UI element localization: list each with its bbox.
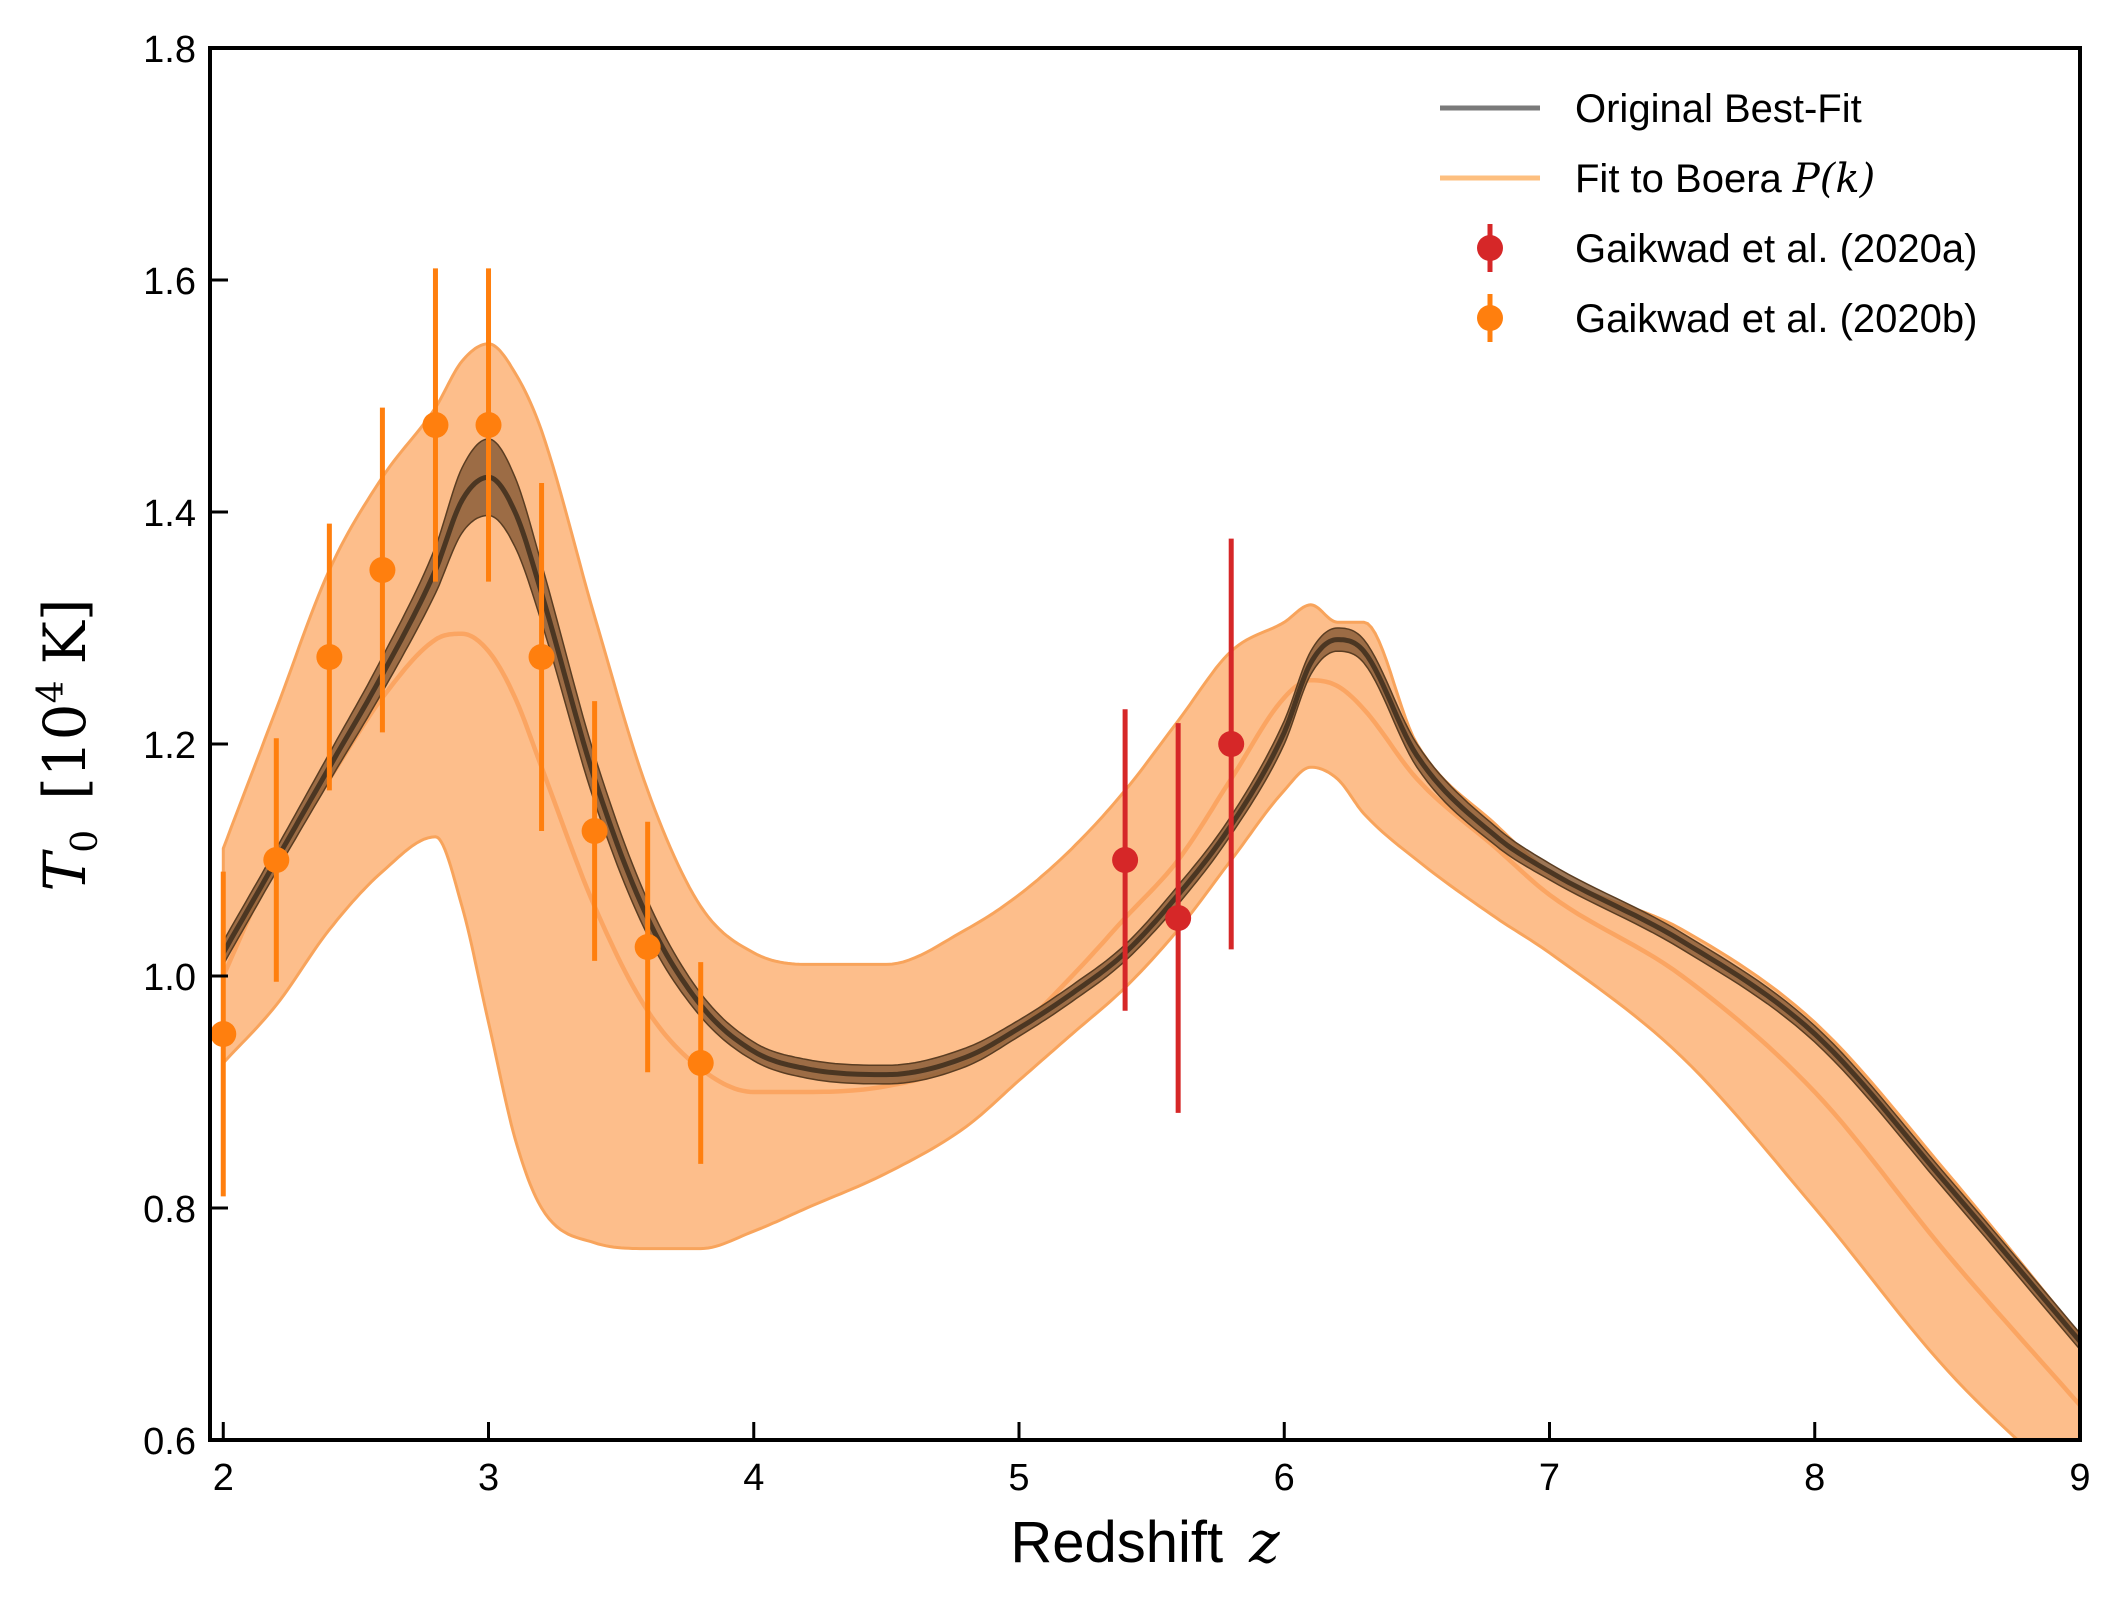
data-point xyxy=(1218,731,1245,757)
data-point xyxy=(422,412,449,438)
legend-label: Fit to Boera P(k) xyxy=(1575,156,1875,202)
legend-label-math: P(k) xyxy=(1792,156,1875,202)
y-axis-unit-k: K xyxy=(31,620,99,665)
x-tick-label: 3 xyxy=(478,1457,499,1499)
x-tick-label: 7 xyxy=(1539,1457,1560,1499)
y-axis-subscript: 0 xyxy=(65,830,106,853)
y-tick-label: 1.2 xyxy=(143,725,196,767)
data-point xyxy=(528,644,555,670)
y-axis-label: T0[104K] xyxy=(31,599,106,892)
y-tick-label: 1.8 xyxy=(143,29,196,71)
legend-marker-swatch xyxy=(1477,305,1503,331)
data-point xyxy=(263,847,290,873)
plot-area xyxy=(210,268,2080,1440)
data-point xyxy=(687,1050,714,1076)
x-tick-label: 8 xyxy=(1804,1457,1825,1499)
axes: 2 3 4 5 6 7 8 9 0.6 0.8 1.0 1.2 1.4 1.6 1.8 xyxy=(143,29,2090,1499)
legend-label: Gaikwad et al. (2020a) xyxy=(1575,227,1977,271)
x-tick-label: 5 xyxy=(1008,1457,1029,1499)
y-tick-label: 0.8 xyxy=(143,1189,196,1231)
data-point xyxy=(369,557,396,583)
x-tick-label: 2 xyxy=(213,1457,234,1499)
legend-label-text: Fit to Boera xyxy=(1575,157,1793,201)
data-point xyxy=(1165,905,1192,931)
data-point xyxy=(210,1021,237,1047)
legend-label: Original Best-Fit xyxy=(1575,87,1862,131)
data-point xyxy=(1112,847,1139,873)
data-point xyxy=(475,412,502,438)
original-best-fit-band xyxy=(222,438,2080,1351)
legend-label-text: Original Best-Fit xyxy=(1575,87,1862,131)
x-axis-symbol: z xyxy=(1248,1508,1280,1576)
x-tick-label: 9 xyxy=(2069,1457,2090,1499)
y-tick-label: 1.4 xyxy=(143,493,196,535)
y-tick-label: 0.6 xyxy=(143,1421,196,1463)
y-axis-unit-base: 10 xyxy=(31,703,99,777)
x-axis-label: Redshift z xyxy=(1010,1508,1280,1576)
legend-label-text: Gaikwad et al. (2020a) xyxy=(1575,227,1977,271)
legend-label: Gaikwad et al. (2020b) xyxy=(1575,297,1977,341)
x-tick-label: 6 xyxy=(1274,1457,1295,1499)
data-point xyxy=(581,818,608,844)
x-axis-label-text: Redshift xyxy=(1010,1510,1223,1575)
y-tick-label: 1.0 xyxy=(143,957,196,999)
y-axis-unit-exp: 4 xyxy=(31,681,72,704)
x-tick-label: 4 xyxy=(743,1457,764,1499)
data-point xyxy=(634,934,661,960)
y-tick-label: 1.6 xyxy=(143,261,196,303)
legend-marker-swatch xyxy=(1477,235,1503,261)
legend: Original Best-Fit Fit to Boera P(k) Gaikwa… xyxy=(1440,87,1977,342)
y-axis-symbol: T xyxy=(31,848,99,891)
legend-label-text: Gaikwad et al. (2020b) xyxy=(1575,297,1977,341)
original-best-fit-line xyxy=(221,474,2080,1344)
data-point xyxy=(316,644,343,670)
